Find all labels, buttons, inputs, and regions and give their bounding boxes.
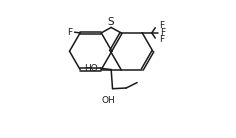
Text: F: F xyxy=(160,28,165,37)
Text: HO: HO xyxy=(84,64,97,73)
Text: S: S xyxy=(108,17,114,27)
Text: F: F xyxy=(67,28,72,37)
Text: F: F xyxy=(159,21,164,30)
Text: F: F xyxy=(159,35,164,44)
Text: OH: OH xyxy=(101,96,115,105)
